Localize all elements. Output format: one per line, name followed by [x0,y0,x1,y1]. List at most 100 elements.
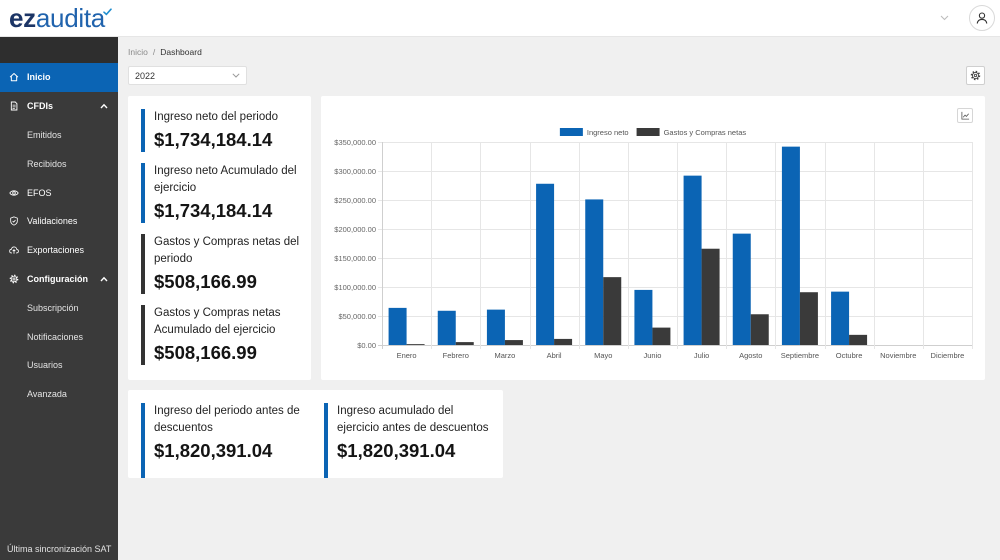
sidebar-item-exportaciones[interactable]: Exportaciones [0,236,118,265]
monthly-chart-card: $0.00 $50,000.00 $100,000.00 $150,000.00 $20… [321,96,985,380]
chevron-up-icon[interactable] [100,103,108,109]
line-chart-icon [960,111,969,120]
sidebar: Inicio CFDIs Emitidos Recibidos EFOS Val… [0,37,118,560]
sidebar-footer-sync-status: Última sincronización SAT [7,544,112,554]
eye-icon [9,188,19,198]
sidebar-item-efos[interactable]: EFOS [0,178,118,207]
metric-ingreso-neto-acumulado: Ingreso neto Acumulado del ejercicio $1,… [141,163,309,223]
x-tick-label: Enero [397,351,417,360]
sidebar-item-validaciones[interactable]: Validaciones [0,207,118,236]
bar-ingreso-neto [831,291,850,345]
sidebar-item-label: Notificaciones [27,331,84,342]
x-tick-label: Febrero [443,351,469,360]
x-tick-label: Junio [643,351,661,360]
year-select[interactable]: 2022 [128,66,247,85]
y-tick-label: $150,000.00 [334,254,376,263]
shield-icon [9,216,19,226]
legend-label: Ingreso neto [587,128,629,137]
legend-label: Gastos y Compras netas [664,128,747,137]
user-avatar-button[interactable] [969,5,995,31]
sidebar-item-cfdis[interactable]: CFDIs [0,92,118,121]
bar-ingreso-neto [437,310,456,345]
sidebar-item-label: Usuarios [27,360,63,371]
metric-ingreso-neto-periodo: Ingreso neto del periodo $1,734,184.14 [141,109,309,152]
bar-gastos-y-compras-netas [750,314,769,345]
bar-gastos-y-compras-netas [701,248,720,345]
breadcrumb-current: Dashboard [160,47,202,57]
breadcrumb-home-link[interactable]: Inicio [128,47,148,57]
bar-ingreso-neto [585,199,604,345]
logo-text-ez: ez [9,3,36,33]
chart-type-toggle-button[interactable] [957,108,973,123]
sidebar-item-label: Subscripción [27,302,79,313]
top-header: ezaudita [0,0,1000,37]
metric-gastos-periodo: Gastos y Compras netas del periodo $508,… [141,234,309,294]
metric-label: Ingreso del periodo antes de descuentos [154,405,300,434]
sidebar-item-inicio[interactable]: Inicio [0,63,118,92]
sidebar-item-notificaciones[interactable]: Notificaciones [0,322,118,351]
legend-item[interactable]: Gastos y Compras netas [636,128,747,137]
monthly-bar-chart: $0.00 $50,000.00 $100,000.00 $150,000.00 $20… [334,128,973,360]
bar-gastos-y-compras-netas [603,277,622,345]
sidebar-item-usuarios[interactable]: Usuarios [0,351,118,380]
sidebar-item-label: Exportaciones [27,245,85,256]
sidebar-item-avanzada[interactable]: Avanzada [0,380,118,409]
x-tick-label: Noviembre [880,351,916,360]
bar-ingreso-neto [536,183,555,345]
chevron-up-icon[interactable] [100,276,108,282]
chevron-down-icon[interactable] [940,15,949,21]
user-icon [976,12,988,24]
pre-discount-income-card: Ingreso del periodo antes de descuentos … [128,390,503,478]
sidebar-item-emitidos[interactable]: Emitidos [0,121,118,150]
y-tick-label: $300,000.00 [334,167,376,176]
dashboard-settings-button[interactable] [966,66,985,85]
y-tick-label: $100,000.00 [334,283,376,292]
sidebar-item-label: Avanzada [27,389,67,400]
metric-value: $1,734,184.14 [154,129,273,150]
check-icon [103,8,112,16]
bar-gastos-y-compras-netas [406,344,425,345]
gear-icon [970,70,981,81]
document-icon [9,101,19,111]
y-tick-label: $50,000.00 [338,312,376,321]
home-icon [9,72,19,82]
x-tick-label: Septiembre [781,351,819,360]
logo-text-audita: audita [35,3,105,33]
bar-ingreso-neto [781,146,800,345]
metric-ingreso-periodo-antes-descuentos: Ingreso del periodo antes de descuentos … [141,403,309,478]
year-select-value: 2022 [135,71,156,81]
sidebar-item-label: Inicio [27,72,51,83]
bar-ingreso-neto [486,309,505,345]
sidebar-item-recibidos[interactable]: Recibidos [0,149,118,178]
metric-label: Ingreso neto del periodo [154,111,279,123]
bar-ingreso-neto [634,289,653,345]
legend-swatch [636,128,660,136]
sidebar-item-label: Recibidos [27,158,67,169]
metric-ingreso-acumulado-antes-descuentos: Ingreso acumulado del ejercicio antes de… [324,403,492,478]
gear-icon [9,274,19,284]
metric-label: Ingreso acumulado del ejercicio antes de… [337,405,489,434]
bar-gastos-y-compras-netas [554,338,573,345]
x-tick-label: Mayo [594,351,612,360]
sidebar-item-label: Emitidos [27,129,62,140]
breadcrumb-separator: / [152,47,156,57]
y-tick-label: $200,000.00 [334,225,376,234]
metric-gastos-acumulado: Gastos y Compras netas Acumulado del eje… [141,305,309,365]
sidebar-item-label: Validaciones [27,216,78,227]
metric-label: Gastos y Compras netas Acumulado del eje… [154,307,281,336]
app-logo[interactable]: ezaudita [9,4,105,32]
chart-legend: Ingreso neto Gastos y Compras netas [559,128,747,137]
bar-gastos-y-compras-netas [455,342,474,345]
metric-value: $508,166.99 [154,271,257,292]
sidebar-item-configuracion[interactable]: Configuración [0,265,118,294]
bar-gastos-y-compras-netas [849,334,868,345]
x-tick-label: Abril [547,351,562,360]
legend-item[interactable]: Ingreso neto [559,128,629,137]
metric-value: $508,166.99 [154,342,257,363]
metric-label: Ingreso neto Acumulado del ejercicio [154,165,297,194]
sidebar-item-subscripcion[interactable]: Subscripción [0,293,118,322]
metric-value: $1,734,184.14 [154,200,273,221]
bar-ingreso-neto [732,233,751,345]
bar-gastos-y-compras-netas [504,340,523,345]
y-tick-label: $250,000.00 [334,196,376,205]
